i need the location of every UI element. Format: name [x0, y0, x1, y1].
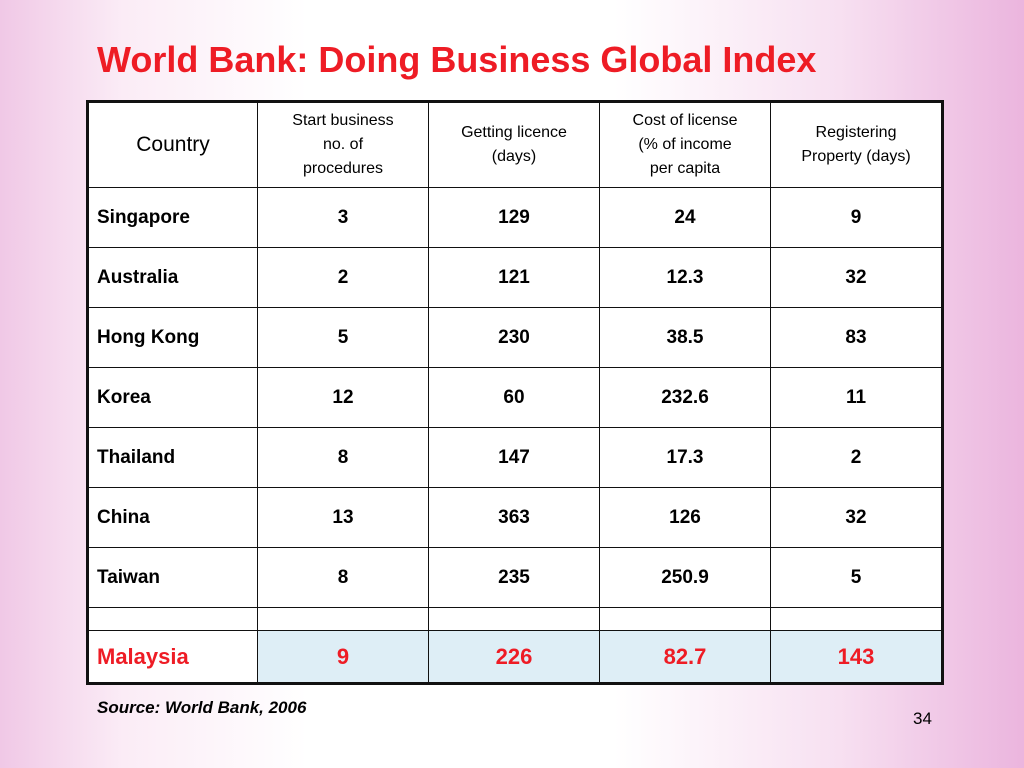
table-row-korea: Korea 12 60 232.6 11 [87, 367, 943, 428]
table-row-malaysia-highlight: Malaysia 9 226 82.7 143 [87, 630, 943, 684]
license-cost-cell: 38.5 [599, 307, 771, 368]
start-procedures-cell: 13 [257, 487, 429, 548]
property-days-cell: 9 [770, 187, 943, 248]
country-cell: Australia [87, 247, 258, 308]
table-row-australia: Australia 2 121 12.3 32 [87, 247, 943, 308]
country-cell: Singapore [87, 187, 258, 248]
country-cell: Taiwan [87, 547, 258, 608]
start-procedures-cell: 2 [257, 247, 429, 308]
header-registering-property-line1: Registering [815, 124, 897, 141]
header-registering-property: Registering Property (days) [770, 101, 943, 188]
license-cost-cell: 232.6 [599, 367, 771, 428]
licence-days-cell: 363 [428, 487, 600, 548]
header-getting-licence-line1: Getting licence [461, 124, 567, 141]
doing-business-table: Country Start business no. of procedures… [86, 100, 944, 685]
header-cost-of-license-line2: (% of income [638, 136, 732, 153]
start-procedures-cell: 8 [257, 547, 429, 608]
table-row-singapore: Singapore 3 129 24 9 [87, 187, 943, 248]
license-cost-cell: 12.3 [599, 247, 771, 308]
start-procedures-cell: 12 [257, 367, 429, 428]
license-cost-cell: 17.3 [599, 427, 771, 488]
page-number: 34 [913, 709, 932, 728]
license-cost-cell: 82.7 [599, 630, 771, 684]
licence-days-cell: 147 [428, 427, 600, 488]
license-cost-cell: 126 [599, 487, 771, 548]
table-spacer-row [87, 607, 943, 631]
start-procedures-cell: 8 [257, 427, 429, 488]
start-procedures-cell: 3 [257, 187, 429, 248]
header-cost-of-license: Cost of license (% of income per capita [599, 101, 771, 188]
spacer-cell [599, 607, 771, 631]
header-start-business: Start business no. of procedures [257, 101, 429, 188]
table-row-china: China 13 363 126 32 [87, 487, 943, 548]
licence-days-cell: 230 [428, 307, 600, 368]
property-days-cell: 143 [770, 630, 943, 684]
property-days-cell: 11 [770, 367, 943, 428]
table-row-hong-kong: Hong Kong 5 230 38.5 83 [87, 307, 943, 368]
property-days-cell: 32 [770, 247, 943, 308]
country-cell: China [87, 487, 258, 548]
spacer-cell [770, 607, 943, 631]
table-row-thailand: Thailand 8 147 17.3 2 [87, 427, 943, 488]
license-cost-cell: 250.9 [599, 547, 771, 608]
source-note: Source: World Bank, 2006 [97, 698, 307, 717]
country-cell: Malaysia [87, 630, 258, 684]
country-cell: Thailand [87, 427, 258, 488]
header-cost-of-license-line3: per capita [649, 160, 721, 177]
property-days-cell: 2 [770, 427, 943, 488]
header-start-business-line2: no. of [322, 136, 364, 153]
header-registering-property-line2: Property (days) [801, 148, 911, 165]
header-getting-licence: Getting licence (days) [428, 101, 600, 188]
spacer-cell [87, 607, 258, 631]
country-cell: Hong Kong [87, 307, 258, 368]
property-days-cell: 32 [770, 487, 943, 548]
header-country: Country [87, 101, 258, 188]
slide-title: World Bank: Doing Business Global Index [97, 39, 817, 80]
licence-days-cell: 121 [428, 247, 600, 308]
property-days-cell: 5 [770, 547, 943, 608]
license-cost-cell: 24 [599, 187, 771, 248]
licence-days-cell: 235 [428, 547, 600, 608]
header-getting-licence-line2: (days) [491, 148, 537, 165]
licence-days-cell: 60 [428, 367, 600, 428]
table-row-taiwan: Taiwan 8 235 250.9 5 [87, 547, 943, 608]
header-cost-of-license-line1: Cost of license [632, 112, 738, 129]
property-days-cell: 83 [770, 307, 943, 368]
header-start-business-line1: Start business [292, 112, 394, 129]
licence-days-cell: 226 [428, 630, 600, 684]
country-cell: Korea [87, 367, 258, 428]
header-start-business-line3: procedures [302, 160, 384, 177]
spacer-cell [257, 607, 429, 631]
spacer-cell [428, 607, 600, 631]
licence-days-cell: 129 [428, 187, 600, 248]
start-procedures-cell: 5 [257, 307, 429, 368]
table-header-row: Country Start business no. of procedures… [87, 101, 943, 188]
start-procedures-cell: 9 [257, 630, 429, 684]
